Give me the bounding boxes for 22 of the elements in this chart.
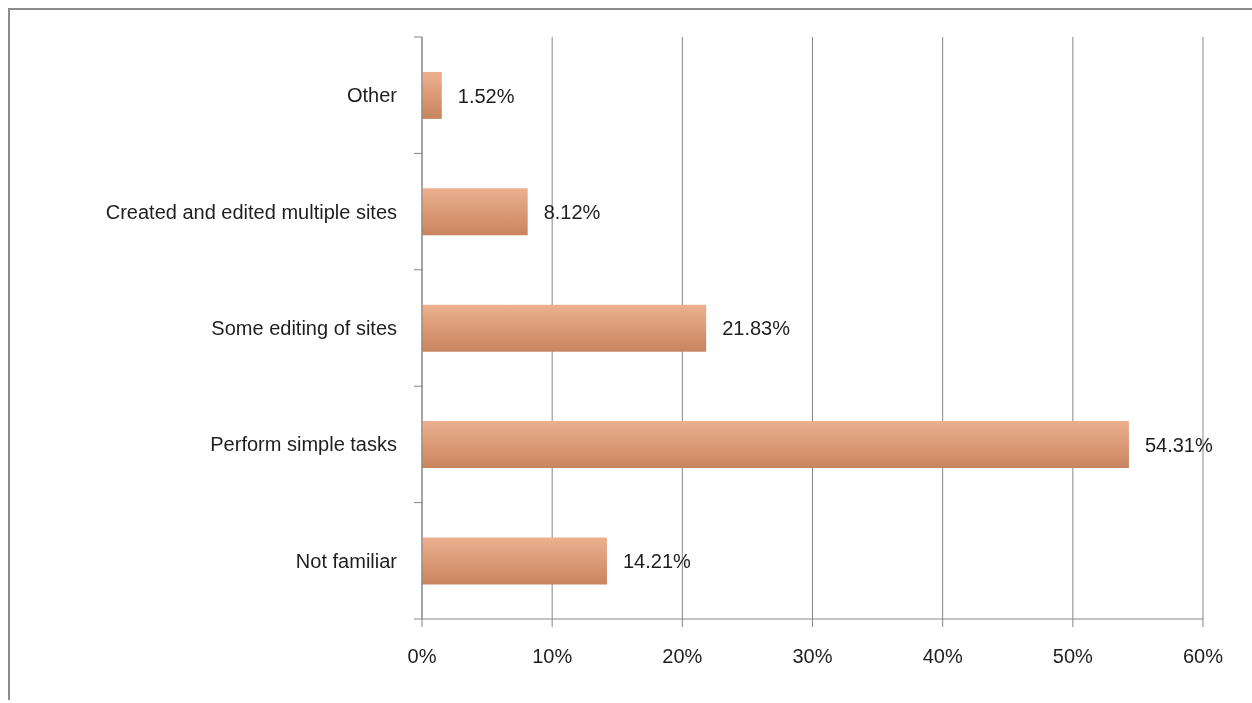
x-tick-label: 50% xyxy=(1052,645,1094,668)
y-tick-label: Not familiar xyxy=(295,549,398,572)
y-tick-label: Other xyxy=(346,84,398,107)
bar xyxy=(422,421,1129,469)
y-tick-label: Perform simple tasks xyxy=(210,433,397,456)
y-tick-label: Created and edited multiple sites xyxy=(105,200,397,223)
bar xyxy=(422,537,607,585)
data-label: 1.52% xyxy=(457,84,515,107)
data-label: 14.21% xyxy=(622,550,692,573)
data-label: 8.12% xyxy=(543,200,601,223)
bar xyxy=(422,188,528,236)
x-tick-label: 30% xyxy=(792,645,833,668)
data-label: 54.31% xyxy=(1144,433,1213,456)
y-tick-label: Some editing of sites xyxy=(211,317,397,339)
bar xyxy=(422,71,442,119)
x-tick-label: 60% xyxy=(1182,645,1224,668)
data-label: 21.83% xyxy=(722,317,791,340)
x-tick-label: 20% xyxy=(662,645,703,668)
x-tick-label: 0% xyxy=(407,645,437,668)
x-tick-label: 40% xyxy=(922,645,963,668)
x-tick-label: 10% xyxy=(532,645,573,668)
bar xyxy=(422,304,707,352)
